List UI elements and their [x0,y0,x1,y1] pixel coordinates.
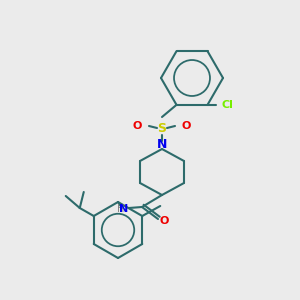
Text: N: N [157,139,167,152]
Text: N: N [119,204,128,214]
Text: Cl: Cl [221,100,233,110]
Text: S: S [158,122,166,136]
Text: O: O [160,216,169,226]
Text: H: H [117,204,124,214]
Text: O: O [133,121,142,131]
Text: O: O [182,121,191,131]
